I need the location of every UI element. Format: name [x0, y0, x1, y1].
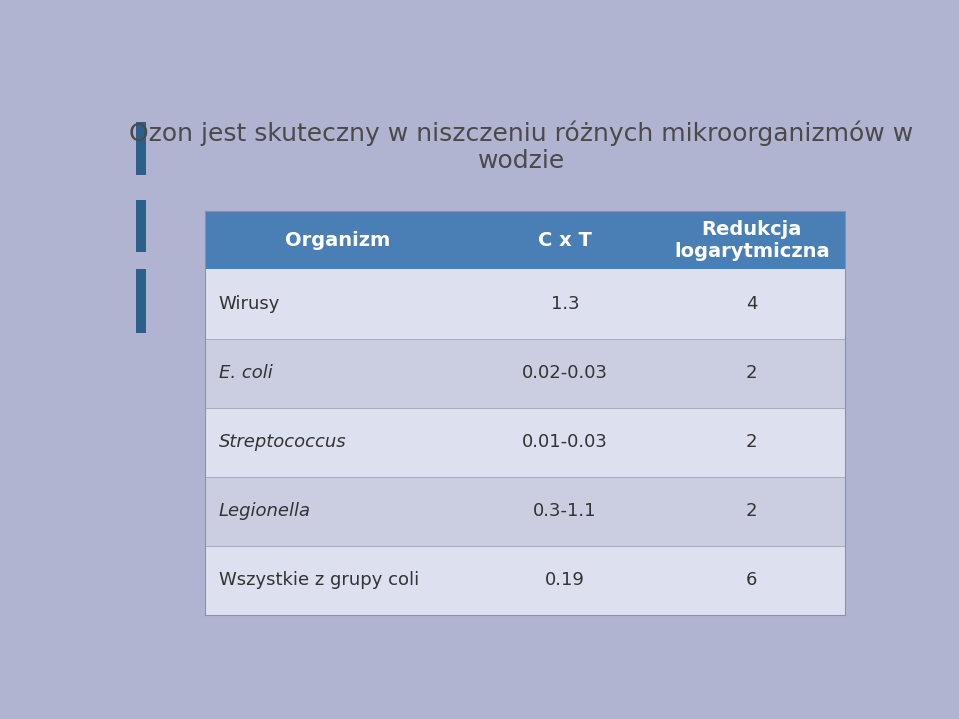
Text: Legionella: Legionella [219, 503, 311, 521]
Bar [471, 408, 659, 477]
Bar [205, 211, 471, 270]
Bar [471, 477, 659, 546]
Bar [659, 546, 845, 615]
Bar [136, 122, 146, 175]
Bar [471, 339, 659, 408]
Bar [205, 408, 471, 477]
Text: C x T: C x T [538, 231, 592, 249]
Bar [659, 339, 845, 408]
Text: Organizm: Organizm [286, 231, 390, 249]
Text: 6: 6 [746, 572, 758, 590]
Text: Ozon jest skuteczny w niszczeniu różnych mikroorganizmów w: Ozon jest skuteczny w niszczeniu różnych… [129, 121, 913, 146]
Text: 0.01-0.03: 0.01-0.03 [522, 434, 608, 452]
Text: Streptococcus: Streptococcus [219, 434, 346, 452]
Bar [659, 270, 845, 339]
Text: 0.19: 0.19 [545, 572, 585, 590]
Text: wodzie: wodzie [478, 149, 565, 173]
Bar [205, 477, 471, 546]
Bar [659, 211, 845, 270]
Text: 4: 4 [746, 295, 758, 313]
Text: Wirusy: Wirusy [219, 295, 280, 313]
Text: 0.02-0.03: 0.02-0.03 [522, 364, 608, 382]
Bar [659, 408, 845, 477]
Text: 0.3-1.1: 0.3-1.1 [533, 503, 596, 521]
Bar [471, 211, 659, 270]
Text: Redukcja
logarytmiczna: Redukcja logarytmiczna [674, 219, 830, 261]
Text: 2: 2 [746, 503, 758, 521]
Bar [205, 339, 471, 408]
Bar [659, 477, 845, 546]
Bar [471, 546, 659, 615]
Bar [136, 269, 146, 333]
Text: Wszystkie z grupy coli: Wszystkie z grupy coli [219, 572, 419, 590]
Bar [205, 270, 471, 339]
Text: E. coli: E. coli [219, 364, 272, 382]
Bar [136, 200, 146, 252]
Bar [205, 546, 471, 615]
Bar [471, 270, 659, 339]
Text: 2: 2 [746, 434, 758, 452]
Text: 1.3: 1.3 [550, 295, 579, 313]
Text: 2: 2 [746, 364, 758, 382]
Bar [205, 211, 845, 615]
